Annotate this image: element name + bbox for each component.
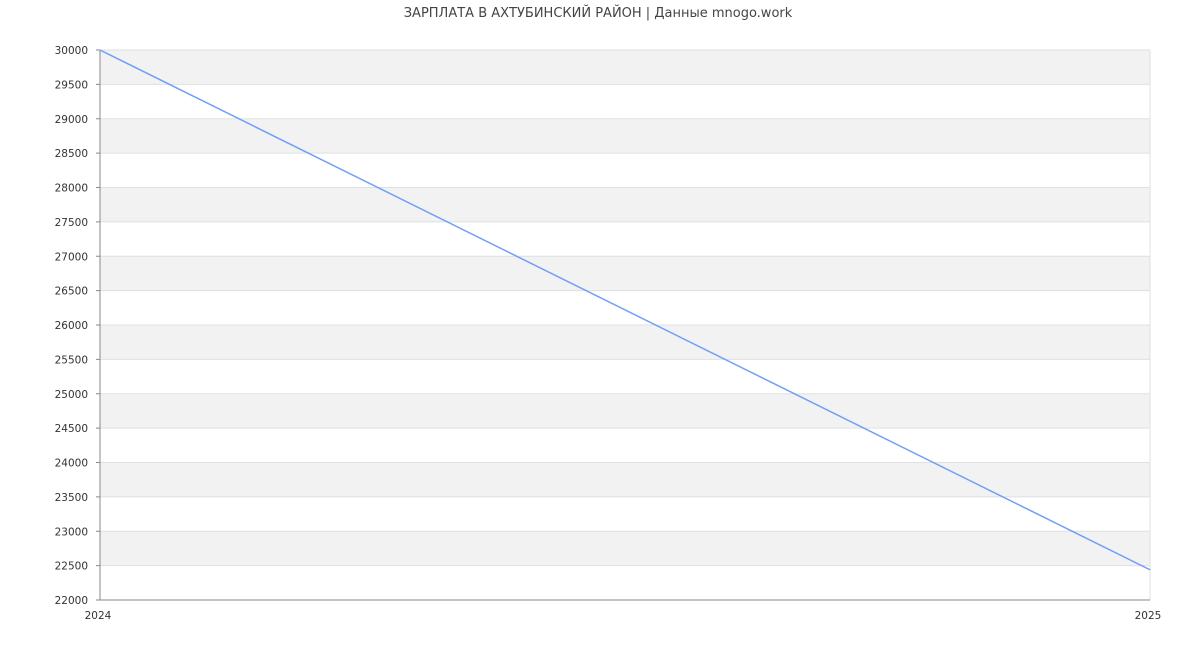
y-tick-label: 25000 [55, 389, 88, 401]
y-tick-label: 26000 [55, 320, 88, 332]
y-tick-label: 25500 [55, 354, 88, 366]
y-tick-label: 28500 [55, 148, 88, 160]
y-tick-label: 22000 [55, 595, 88, 607]
y-tick-label: 29000 [55, 114, 88, 126]
grid-band [100, 531, 1150, 566]
grid-band [100, 462, 1150, 497]
y-tick-label: 23000 [55, 526, 88, 538]
y-tick-label: 27000 [55, 251, 88, 263]
grid-band [100, 118, 1150, 154]
y-tick-label: 28000 [55, 183, 88, 195]
data-point [1149, 569, 1151, 571]
y-tick-label: 23500 [55, 492, 88, 504]
grid-band [100, 187, 1150, 222]
y-tick-label: 24500 [55, 423, 88, 435]
grid-band [100, 393, 1150, 429]
y-tick-label: 24000 [55, 458, 88, 470]
y-tick-label: 30000 [55, 45, 88, 57]
grid-band [100, 325, 1150, 360]
y-tick-label: 22500 [55, 561, 88, 573]
y-tick-label: 27500 [55, 217, 88, 229]
y-tick-label: 26500 [55, 286, 88, 298]
series-line [99, 49, 1151, 571]
chart-title: ЗАРПЛАТА В АХТУБИНСКИЙ РАЙОН | Данные mn… [403, 6, 793, 21]
data-point [99, 49, 101, 51]
x-tick-label: 2025 [1135, 610, 1162, 622]
y-tick-label: 29500 [55, 79, 88, 91]
grid-band [100, 256, 1150, 291]
grid-band [100, 50, 1150, 85]
x-tick-label: 2024 [85, 610, 112, 622]
